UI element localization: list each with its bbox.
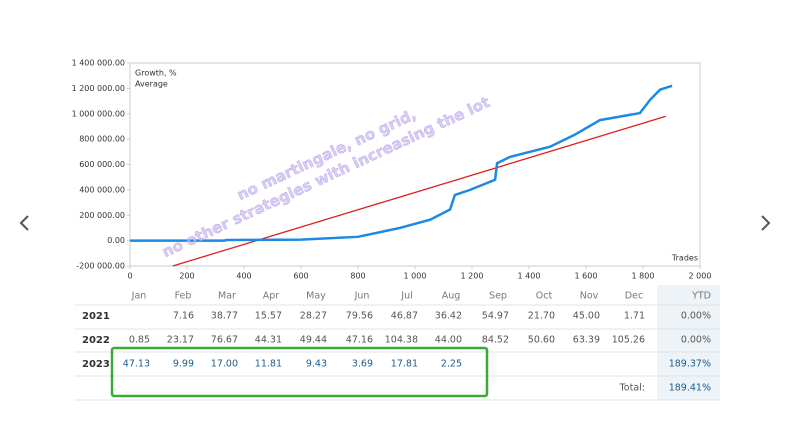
- cell: 47.16: [346, 335, 373, 346]
- cell: 0.85: [129, 335, 150, 346]
- cell: 9.43: [306, 359, 327, 370]
- returns-table: Jan Feb Mar Apr May Jun Jul Aug Sep Oct Nov Dec YTD 2…: [75, 291, 720, 401]
- column-header: Aug: [442, 291, 461, 302]
- y-tick-label: 800 000.00: [79, 135, 125, 144]
- x-tick-label: 1 000: [404, 272, 427, 281]
- cell: 47.13: [123, 359, 150, 370]
- column-header: Dec: [625, 291, 643, 302]
- total-label: Total:: [619, 383, 645, 394]
- column-header: Jul: [400, 291, 412, 302]
- legend-entry: Growth, %: [135, 69, 177, 78]
- x-tick-label: 800: [350, 272, 365, 281]
- x-tick-label: 1 400: [518, 272, 541, 281]
- column-header: May: [306, 291, 326, 302]
- cell: 7.16: [173, 311, 194, 322]
- highlight-box: [110, 346, 489, 398]
- row-year: 2022: [82, 335, 110, 346]
- column-header: Apr: [263, 291, 280, 302]
- cell: 3.69: [352, 359, 373, 370]
- cell: 0.00%: [681, 311, 711, 322]
- cell: 38.77: [211, 311, 238, 322]
- column-header: Mar: [218, 291, 236, 302]
- y-tick-label: 1 000 000.00: [72, 109, 125, 118]
- cell: 15.57: [255, 311, 282, 322]
- cell: 9.99: [173, 359, 194, 370]
- cell: 28.27: [300, 311, 327, 322]
- y-tick-label: 400 000.00: [79, 185, 125, 194]
- cell: 46.87: [391, 311, 418, 322]
- plot-frame: [129, 62, 701, 267]
- cell: 63.39: [573, 335, 600, 346]
- cell: 104.38: [385, 335, 418, 346]
- y-tick-label: -200 000.00: [76, 262, 125, 271]
- cell: 17.81: [391, 359, 418, 370]
- x-tick-label: 0: [127, 272, 132, 281]
- column-header: Sep: [489, 291, 507, 302]
- cell: 36.42: [435, 311, 462, 322]
- cell: 17.00: [211, 359, 238, 370]
- column-header: Jun: [354, 291, 370, 302]
- row-year: 2021: [82, 311, 110, 322]
- x-axis-label: Trades: [671, 254, 698, 263]
- column-header: Feb: [175, 291, 192, 302]
- cell: 84.52: [482, 335, 509, 346]
- series-line: [130, 84, 673, 242]
- cell: 50.60: [528, 335, 555, 346]
- cell: 189.37%: [669, 359, 711, 370]
- y-tick-label: 0.00: [107, 236, 125, 245]
- row-year: 2023: [82, 359, 110, 370]
- cell: 23.17: [167, 335, 194, 346]
- prev-arrow[interactable]: [19, 215, 29, 231]
- total-value: 189.41%: [669, 383, 711, 394]
- cell: 54.97: [482, 311, 509, 322]
- x-tick-label: 1 600: [575, 272, 598, 281]
- cell: 11.81: [255, 359, 282, 370]
- cell: 49.44: [300, 335, 327, 346]
- ytd-column: [657, 285, 720, 400]
- column-header: Oct: [536, 291, 553, 302]
- x-tick-label: 200: [179, 272, 194, 281]
- cell: 76.67: [211, 335, 238, 346]
- cell: 44.00: [435, 335, 462, 346]
- column-header: YTD: [691, 291, 711, 302]
- x-tick-label: 400: [236, 272, 251, 281]
- cell: 2.25: [441, 359, 462, 370]
- cell: 79.56: [346, 311, 373, 322]
- next-arrow[interactable]: [761, 215, 771, 231]
- cell: 1.71: [624, 311, 645, 322]
- x-tick-label: 600: [293, 272, 308, 281]
- column-header: Nov: [580, 291, 599, 302]
- cell: 45.00: [573, 311, 600, 322]
- cell: 44.31: [255, 335, 282, 346]
- cell: 21.70: [528, 311, 555, 322]
- y-tick-label: 1 400 000.00: [72, 59, 125, 68]
- column-header: Jan: [131, 291, 147, 302]
- x-tick-label: 1 800: [632, 272, 655, 281]
- y-tick-label: 600 000.00: [79, 160, 125, 169]
- x-tick-label: 2 000: [689, 272, 712, 281]
- y-tick-label: 200 000.00: [79, 211, 125, 220]
- y-tick-label: 1 200 000.00: [72, 84, 125, 93]
- cell: 0.00%: [681, 335, 711, 346]
- x-tick-label: 1 200: [461, 272, 484, 281]
- cell: 105.26: [612, 335, 645, 346]
- legend-entry: Average: [135, 80, 168, 89]
